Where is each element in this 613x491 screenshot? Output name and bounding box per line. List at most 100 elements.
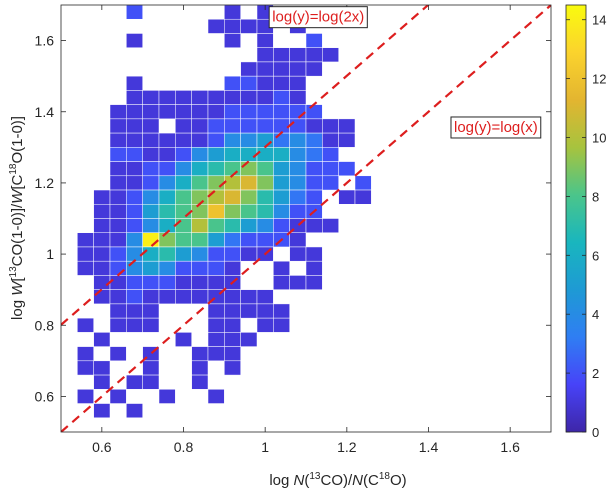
colorbar-tick-label: 0 — [592, 425, 599, 440]
heatmap-cell — [273, 147, 290, 162]
colorbar-tick-label: 8 — [592, 189, 599, 204]
line-annotations: log(y)=log(2x) log(y)=log(x) — [268, 6, 542, 139]
heatmap-cell — [191, 360, 209, 376]
heatmap-cell — [256, 303, 274, 319]
heatmap-cell — [109, 118, 127, 134]
heatmap-cell — [289, 90, 307, 105]
heatmap-cell — [224, 332, 241, 347]
heatmap-cell — [224, 260, 241, 276]
heatmap-cell — [240, 246, 258, 262]
x-tick-label: 0.8 — [174, 439, 194, 455]
heatmap-cell — [224, 289, 241, 305]
heatmap-cell — [322, 118, 339, 134]
heatmap-cell — [126, 33, 143, 48]
y-tick-label: 1.6 — [35, 33, 55, 49]
heatmap-cell — [109, 289, 127, 305]
heatmap-cell — [273, 275, 290, 290]
x-axis-label: log N(13CO)/N(C18O) — [269, 471, 406, 489]
heatmap-cell — [126, 317, 143, 333]
heatmap-cell — [191, 189, 209, 205]
heatmap-cell — [207, 232, 225, 248]
heatmap-cell — [77, 232, 94, 248]
heatmap-cell — [305, 189, 323, 205]
heatmap-cell — [207, 260, 225, 276]
heatmap-cell — [224, 204, 241, 219]
heatmap-cell — [240, 147, 258, 162]
heatmap-cell — [191, 374, 209, 390]
heatmap-cell — [224, 317, 241, 333]
heatmap-cell — [142, 218, 160, 233]
x-tick-label: 1.6 — [500, 439, 520, 455]
heatmap-cell — [109, 104, 127, 120]
heatmap-cell — [158, 389, 176, 404]
heatmap-cell — [256, 104, 274, 120]
annotation-box — [268, 6, 368, 29]
heatmap-cell — [158, 147, 176, 162]
heatmap-cell — [191, 204, 209, 219]
heatmap-cell — [158, 189, 176, 205]
colorbar-tick-label: 10 — [592, 131, 606, 146]
heatmap-cell — [273, 218, 290, 233]
heatmap-cell — [273, 61, 290, 77]
heatmap-cell — [305, 246, 323, 262]
heatmap-cell — [207, 132, 225, 148]
heatmap-cell — [224, 346, 241, 362]
heatmap-cell — [207, 218, 225, 233]
x-axis-ticks: 0.6 0.8 1 1.2 1.4 1.6 — [92, 5, 520, 455]
heatmap-cell — [175, 118, 192, 134]
heatmap-cell — [322, 47, 339, 63]
heatmap-cell — [256, 75, 274, 91]
heatmap-cell — [305, 275, 323, 290]
heatmap-cell — [207, 118, 225, 134]
heatmap-cell — [77, 260, 94, 276]
heatmap-cell — [126, 118, 143, 134]
heatmap-cell — [273, 132, 290, 148]
heatmap-cell — [126, 189, 143, 205]
heatmap-cell — [142, 232, 160, 248]
heatmap-cell — [224, 161, 241, 177]
heatmap-cell — [240, 161, 258, 177]
heatmap-cell — [305, 104, 323, 120]
x-tick-label: 1.2 — [337, 439, 357, 455]
heatmap-cell — [142, 189, 160, 205]
heatmap-cell — [240, 232, 258, 248]
heatmap-cells — [77, 5, 372, 419]
heatmap-cell — [126, 246, 143, 262]
heatmap-cell — [93, 374, 111, 390]
heatmap-cell — [158, 132, 176, 148]
line-annotation: log(y)=log(x) — [450, 116, 542, 139]
heatmap-cell — [256, 33, 274, 48]
heatmap-cell — [224, 75, 241, 91]
heatmap-cell — [338, 189, 356, 205]
heatmap-cell — [126, 232, 143, 248]
heatmap-cell — [207, 346, 225, 362]
heatmap-cell — [77, 346, 94, 362]
heatmap-cell — [142, 90, 160, 105]
heatmap-cell — [191, 260, 209, 276]
heatmap-cell — [322, 161, 339, 177]
heatmap-cell — [305, 175, 323, 191]
x-tick-label: 1.4 — [419, 439, 439, 455]
reference-line — [61, 5, 430, 326]
heatmap-cell — [142, 303, 160, 319]
heatmap-cell — [305, 61, 323, 77]
heatmap-cell — [207, 389, 225, 404]
heatmap-cell — [273, 189, 290, 205]
heatmap-cell — [191, 147, 209, 162]
heatmap-cell — [109, 204, 127, 219]
heatmap-cell — [191, 275, 209, 290]
heatmap-cell — [207, 275, 225, 290]
heatmap-cell — [126, 90, 143, 105]
heatmap-cell — [240, 118, 258, 134]
heatmap-cell — [289, 189, 307, 205]
heatmap-cell — [224, 360, 241, 376]
heatmap-cell — [109, 246, 127, 262]
x-tick-label: 0.6 — [92, 439, 112, 455]
heatmap-cell — [93, 332, 111, 347]
heatmap-cell — [126, 147, 143, 162]
line-annotation: log(y)=log(2x) — [268, 6, 368, 29]
heatmap-cell — [207, 332, 225, 347]
heatmap-cell — [273, 75, 290, 91]
heatmap-cell — [175, 204, 192, 219]
heatmap-cell — [256, 161, 274, 177]
